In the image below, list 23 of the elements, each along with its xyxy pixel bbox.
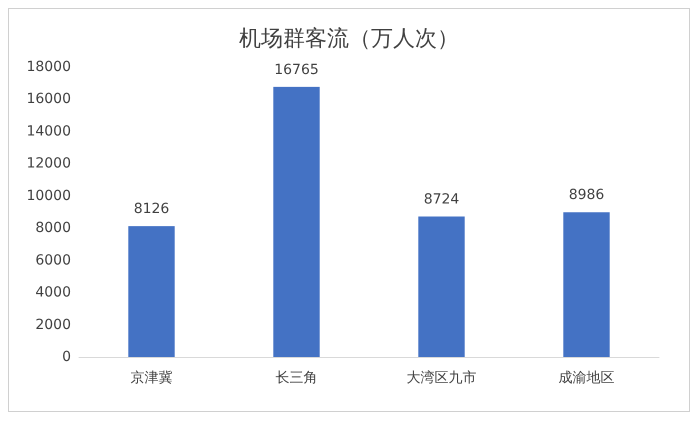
data-label: 8986 [568,187,604,204]
data-label: 8126 [134,201,170,218]
x-tick-label: 长三角 [276,370,318,386]
y-tick-label: 2000 [35,316,71,333]
x-tick-label: 成渝地区 [558,370,614,386]
data-label: 16765 [274,62,319,78]
data-label: 8724 [424,191,460,208]
y-tick-label: 14000 [26,123,71,140]
y-tick-label: 12000 [26,156,71,172]
x-tick-label: 京津冀 [130,370,172,386]
y-tick-label: 18000 [26,59,71,75]
bar [563,212,610,357]
chart-title: 机场群客流（万人次） [239,26,459,52]
bar [273,86,320,357]
y-tick-label: 10000 [26,188,71,204]
y-tick-label: 16000 [26,91,71,108]
x-tick-label: 大湾区九市 [406,370,476,386]
y-tick-label: 8000 [35,220,71,236]
y-tick-label: 6000 [35,252,71,268]
y-tick-label: 4000 [35,284,71,301]
bar [128,226,175,357]
bar [418,216,465,357]
y-tick-label: 0 [62,349,71,365]
